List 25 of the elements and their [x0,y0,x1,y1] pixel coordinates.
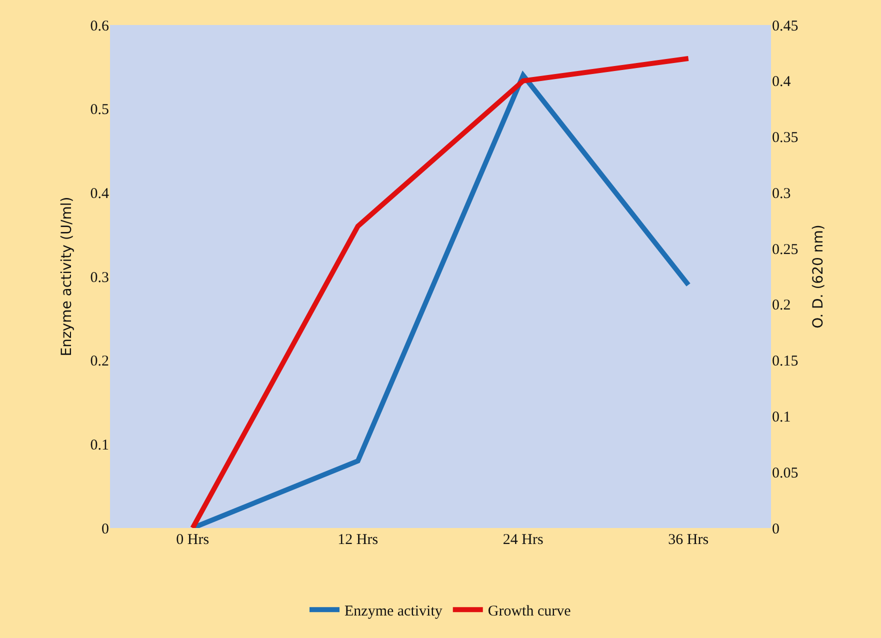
y-tick-label: 0.1 [90,437,109,454]
y2-tick-label: 0.25 [772,242,798,258]
y2-axis-title: O. D. (620 nm) [810,224,827,328]
y2-tick-label: 0.45 [772,18,798,34]
y2-tick-label: 0.4 [772,74,792,90]
x-tick-label: 12 Hrs [338,532,378,548]
y-tick-label: 0.4 [90,186,110,202]
y-tick-label: 0.6 [90,18,110,34]
y2-tick-label: 0.15 [772,354,798,370]
y2-tick-label: 0.3 [772,186,791,202]
legend-label: Enzyme activity [344,603,443,620]
y2-tick-label: 0.35 [772,130,798,146]
y-tick-label: 0.3 [90,270,109,286]
legend-label: Growth curve [488,603,572,620]
y-axis-title: Enzyme activity (U/ml) [58,196,75,356]
y-tick-label: 0 [102,521,109,538]
y-tick-label: 0.2 [90,354,109,370]
x-tick-label: 24 Hrs [502,532,544,548]
x-tick-label: 36 Hrs [668,532,709,548]
y2-tick-label: 0.2 [772,298,791,314]
y2-tick-label: 0.1 [772,409,791,426]
y-tick-label: 0.5 [90,102,109,118]
x-tick-label: 0 Hrs [176,532,210,548]
y2-tick-label: 0.05 [772,465,798,482]
y2-tick-label: 0 [772,521,780,538]
